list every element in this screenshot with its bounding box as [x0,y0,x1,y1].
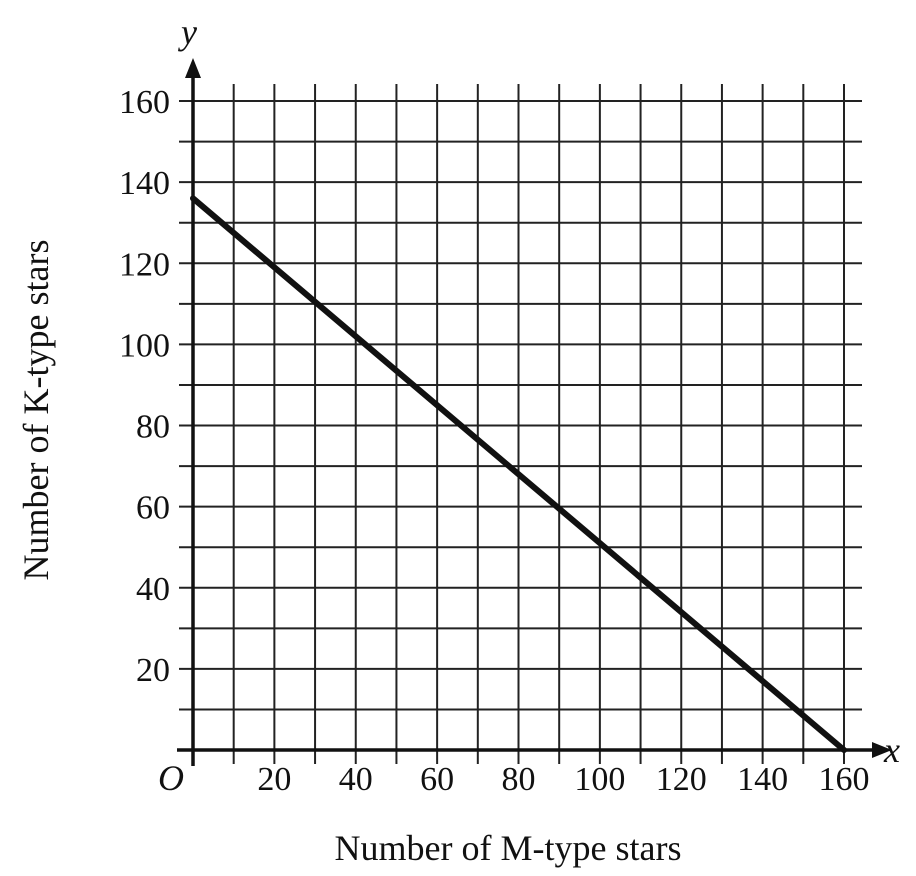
x-axis-variable: x [883,730,900,770]
x-tick-label: 20 [257,761,291,798]
labels: 20 40 60 80 100 120 140 160 20 40 60 80 100 120 140 160 [119,84,870,798]
y-tick-label: 40 [136,571,170,608]
grid [179,84,862,764]
x-axis-title: Number of M-type stars [335,828,682,868]
y-axis-variable: y [178,12,197,52]
x-tick-label: 140 [737,761,788,798]
x-tick-label: 120 [656,761,707,798]
y-tick-label: 140 [119,165,170,202]
x-tick-label: 100 [574,761,625,798]
x-tick-label: 160 [819,761,870,798]
x-tick-label: 40 [339,761,373,798]
y-tick-label: 60 [136,490,170,527]
x-tick-label: 60 [420,761,454,798]
y-tick-label: 160 [119,84,170,121]
x-axis-arrowhead [872,742,892,758]
y-tick-label: 20 [136,652,170,689]
origin-label: O [158,758,184,798]
series-line [190,195,847,753]
axes [177,58,892,766]
y-axis-arrowhead [185,58,201,78]
x-tick-label: 80 [502,761,536,798]
y-tick-label: 100 [119,327,170,364]
y-axis-title: Number of K-type stars [16,240,56,581]
y-tick-label: 80 [136,409,170,446]
y-tick-label: 120 [119,246,170,283]
series [190,195,847,753]
